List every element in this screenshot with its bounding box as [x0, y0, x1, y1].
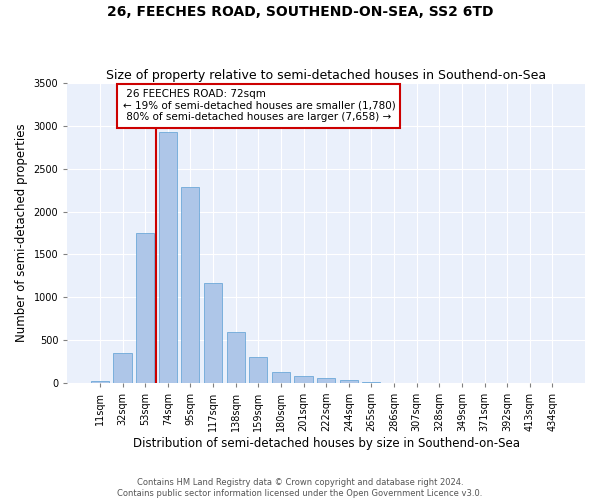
Bar — [181, 187, 199, 383]
Text: Contains HM Land Registry data © Crown copyright and database right 2024.
Contai: Contains HM Land Registry data © Crown c… — [118, 478, 482, 498]
Text: 26 FEECHES ROAD: 72sqm
← 19% of semi-detached houses are smaller (1,780)
 80% of: 26 FEECHES ROAD: 72sqm ← 19% of semi-det… — [122, 89, 395, 122]
Bar — [136, 233, 154, 383]
Bar — [249, 357, 268, 383]
Bar — [362, 382, 380, 383]
Title: Size of property relative to semi-detached houses in Southend-on-Sea: Size of property relative to semi-detach… — [106, 69, 546, 82]
Bar — [91, 381, 109, 383]
Bar — [204, 283, 222, 383]
Text: 26, FEECHES ROAD, SOUTHEND-ON-SEA, SS2 6TD: 26, FEECHES ROAD, SOUTHEND-ON-SEA, SS2 6… — [107, 5, 493, 19]
Bar — [227, 332, 245, 383]
X-axis label: Distribution of semi-detached houses by size in Southend-on-Sea: Distribution of semi-detached houses by … — [133, 437, 520, 450]
Bar — [340, 380, 358, 383]
Bar — [317, 378, 335, 383]
Bar — [272, 372, 290, 383]
Bar — [295, 376, 313, 383]
Bar — [159, 132, 177, 383]
Bar — [113, 354, 131, 383]
Y-axis label: Number of semi-detached properties: Number of semi-detached properties — [15, 124, 28, 342]
